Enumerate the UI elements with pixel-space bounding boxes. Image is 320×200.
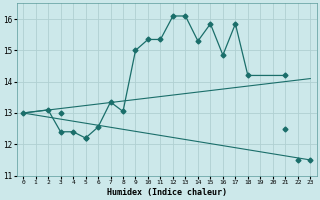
X-axis label: Humidex (Indice chaleur): Humidex (Indice chaleur) bbox=[107, 188, 227, 197]
